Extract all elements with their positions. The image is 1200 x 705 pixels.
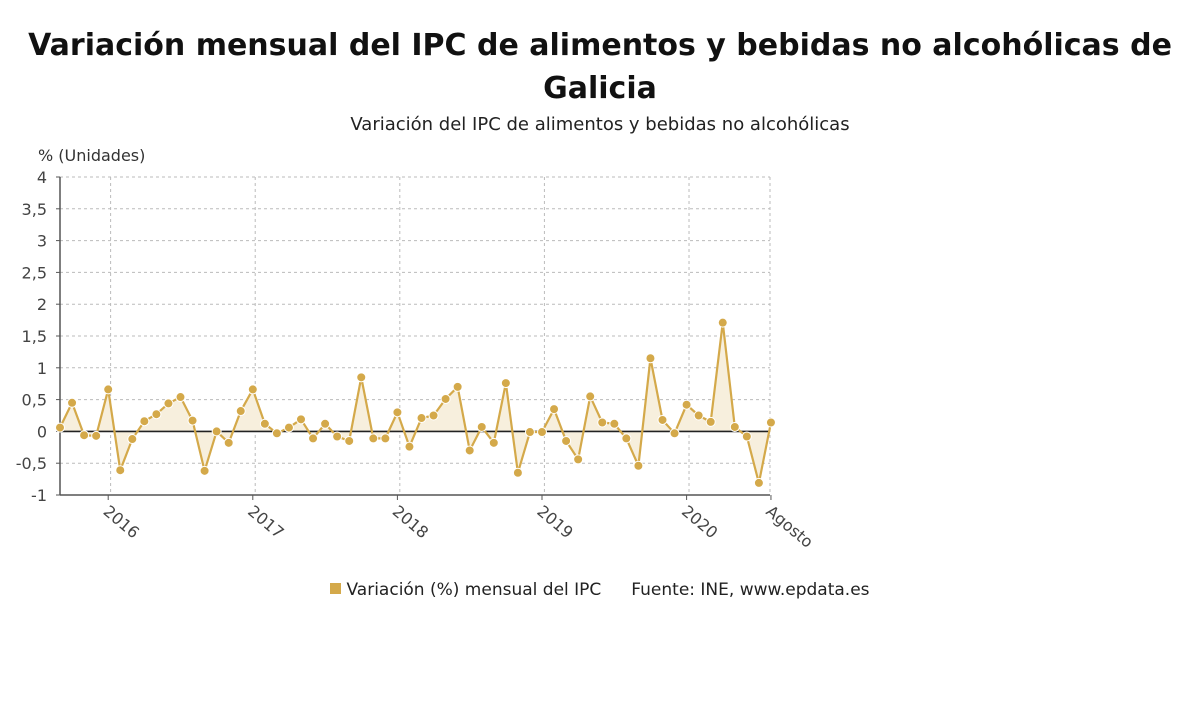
data-point [609, 418, 620, 429]
data-point [235, 406, 246, 417]
data-point [271, 428, 282, 439]
data-point [621, 433, 632, 444]
data-point [440, 393, 451, 404]
data-point [693, 410, 704, 421]
data-point [585, 391, 596, 402]
y-tick-label: 2,5 [22, 263, 47, 282]
x-tick-label: 2018 [389, 502, 432, 543]
data-point [561, 435, 572, 446]
x-tick-label: 2016 [100, 502, 143, 543]
chart-subtitle: Variación del IPC de alimentos y bebidas… [350, 114, 850, 135]
data-point [669, 428, 680, 439]
data-point [404, 441, 415, 452]
y-tick-label: 3,5 [22, 200, 47, 219]
data-point [464, 445, 475, 456]
data-point [753, 477, 764, 488]
data-point [79, 430, 90, 441]
data-point [705, 416, 716, 427]
data-point [115, 465, 126, 476]
data-point [500, 378, 511, 389]
data-point [247, 384, 258, 395]
data-point [139, 416, 150, 427]
data-point [729, 421, 740, 432]
data-point [597, 417, 608, 428]
data-point [259, 418, 270, 429]
tick-labels-layer: 4 3,5 3 2,5 2 1,5 1 0,5 0 -0,5 -1 2016 2017 2018 2019 2… [16, 168, 817, 552]
legend-swatch [330, 582, 342, 594]
x-tick-label: 2020 [678, 502, 721, 543]
data-point [103, 384, 114, 395]
data-point [332, 431, 343, 442]
data-point [416, 413, 427, 424]
y-tick-label: 0 [37, 422, 47, 441]
data-point [187, 415, 198, 426]
y-tick-label: 4 [37, 168, 47, 187]
data-point [91, 430, 102, 441]
y-tick-label: 0,5 [22, 391, 47, 410]
y-tick-label: 3 [37, 232, 47, 251]
y-axis-label: % (Unidades) [38, 146, 146, 165]
source-text: Fuente: INE, www.epdata.es [631, 580, 870, 600]
chart-title: Variación mensual del IPC de alimentos y… [28, 28, 1172, 106]
data-point [512, 467, 523, 478]
y-tick-label: 2 [37, 295, 47, 314]
data-point [223, 437, 234, 448]
data-point [163, 398, 174, 409]
data-point [476, 421, 487, 432]
y-tick-label: 1 [37, 359, 47, 378]
data-point [392, 407, 403, 418]
y-tick-label: 1,5 [22, 327, 47, 346]
data-point [55, 422, 65, 433]
data-point [549, 404, 560, 415]
data-point [175, 392, 186, 403]
data-point [657, 414, 668, 425]
data-point [633, 460, 644, 471]
data-point [524, 427, 535, 438]
data-point [537, 427, 547, 438]
data-point [320, 418, 331, 429]
data-point [681, 399, 692, 410]
data-point [199, 465, 210, 476]
x-tick-label: Agosto [762, 502, 817, 552]
data-point [488, 437, 499, 448]
legend-label: Variación (%) mensual del IPC [346, 580, 602, 600]
data-point [151, 409, 162, 420]
data-point [127, 434, 138, 445]
data-point [428, 410, 439, 421]
y-tick-label: -1 [31, 486, 47, 505]
data-point [67, 397, 78, 408]
data-point [356, 372, 367, 383]
data-points-layer [55, 317, 776, 488]
data-point [452, 381, 463, 392]
data-point [211, 426, 222, 437]
data-point [308, 433, 319, 444]
data-point [380, 433, 391, 444]
axis-layer [56, 176, 772, 500]
data-point [283, 422, 294, 433]
x-tick-label: 2017 [244, 502, 287, 543]
y-tick-label: -0,5 [16, 454, 47, 473]
data-point [717, 317, 728, 328]
x-tick-label: 2019 [533, 502, 576, 543]
data-point [645, 353, 656, 364]
grid-layer [60, 176, 771, 496]
data-point [368, 433, 379, 444]
legend: Variación (%) mensual del IPC Fuente: INE… [0, 580, 1200, 600]
data-point [765, 417, 776, 428]
data-point [344, 435, 355, 446]
data-point [296, 414, 306, 425]
data-point [573, 454, 584, 465]
data-point [741, 431, 752, 442]
